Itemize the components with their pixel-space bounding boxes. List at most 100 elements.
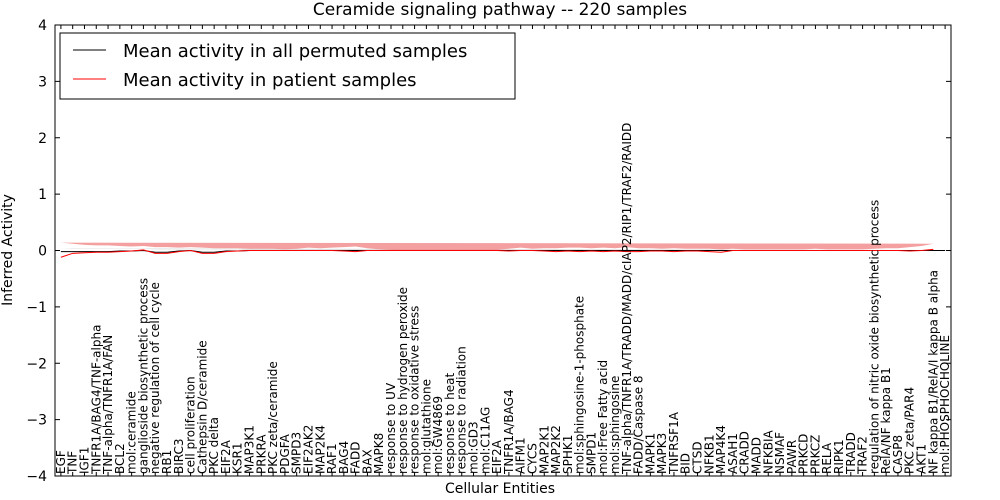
- x-tick-label: response to oxidative stress: [408, 306, 422, 474]
- x-tick-label: MAP4K4: [714, 425, 728, 474]
- x-tick-label: MAPK8: [372, 433, 386, 474]
- x-tick-label: response to heat: [443, 372, 457, 474]
- x-tick-label: regulation of nitric oxide biosynthetic …: [867, 200, 881, 474]
- x-tick-label: TRAF2: [856, 436, 870, 475]
- y-tick-label: −2: [26, 356, 47, 372]
- x-tick-labels: EGFTNFIGF1TNFR1A/BAG4/TNF-alphaTNF-alpha…: [54, 123, 952, 475]
- x-tick-label: Cathepsin D/ceramide: [195, 340, 209, 474]
- x-tick-label: response to radiation: [455, 346, 469, 474]
- y-tick-label: 3: [38, 74, 47, 90]
- x-tick-label: TNFR1A/BAG4/TNF-alpha: [89, 325, 103, 475]
- y-tick-label: −4: [26, 469, 47, 485]
- x-tick-label: PRKRA: [254, 434, 268, 474]
- x-tick-label: NSMAF: [773, 432, 787, 474]
- legend: Mean activity in all permuted samples Me…: [59, 32, 516, 100]
- x-tick-label: mol:GW4869: [431, 396, 445, 474]
- y-tick-label: 0: [38, 244, 47, 260]
- legend-label-patient: Mean activity in patient samples: [123, 70, 417, 91]
- x-tick-label: RelA/NF kappa B1: [879, 367, 893, 474]
- x-axis-label: Cellular Entities: [445, 481, 555, 497]
- x-tick-label: TNFR1A/BAG4: [502, 389, 516, 475]
- x-tick-label: MAPK1: [643, 433, 657, 474]
- x-tick-label: PAWR: [785, 440, 799, 474]
- x-tick-label: response to hydrogen peroxide: [396, 287, 410, 474]
- x-tick-label: mol:glutathione: [419, 379, 433, 474]
- y-tick-label: 4: [38, 18, 47, 34]
- x-tick-label: MADD: [749, 437, 763, 474]
- x-tick-label: CTSD: [691, 441, 705, 474]
- line-patient: [60, 248, 934, 258]
- x-tick-label: mol:sphingosine: [608, 376, 622, 474]
- x-tick-label: RB1: [160, 450, 174, 474]
- x-tick-label: MAP2K2: [549, 425, 563, 474]
- x-tick-label: TNF-alpha/TNFR1A/TRADD/MADD/cIAP2/RIP1/T…: [620, 123, 634, 475]
- y-axis-ticks: −4 −3 −2 −1 0 1 2 3 4: [26, 18, 951, 485]
- x-tick-label: SPHK1: [561, 435, 575, 474]
- x-tick-label: IGF1: [77, 447, 91, 474]
- x-tick-label: MAP2K4: [313, 425, 327, 474]
- x-tick-label: CRADD: [738, 431, 752, 474]
- confidence-bands: [60, 242, 934, 250]
- x-tick-label: FADD/Caspase 8: [632, 375, 646, 474]
- x-tick-label: BCL2: [113, 443, 127, 474]
- legend-label-permuted: Mean activity in all permuted samples: [123, 41, 467, 62]
- x-tick-label: ASAH1: [726, 433, 740, 474]
- x-tick-label: NF kappa B1/RelA/I kappa B alpha: [926, 270, 940, 474]
- x-tick-label: RAF1: [325, 443, 339, 474]
- series-lines: [60, 248, 946, 258]
- x-tick-label: NFKBIA: [761, 429, 775, 474]
- x-tick-label: FADD: [349, 442, 363, 475]
- x-tick-label: mol:GD3: [467, 421, 481, 474]
- x-tick-label: AIFM1: [514, 437, 528, 474]
- x-tick-label: BAX: [360, 449, 374, 474]
- x-tick-label: TNF: [66, 451, 80, 475]
- x-tick-label: EGF: [54, 450, 68, 474]
- y-tick-label: 2: [38, 131, 47, 147]
- x-tick-label: SMPD1: [584, 432, 598, 474]
- x-tick-label: RELA: [820, 442, 834, 474]
- x-tick-label: TNF-alpha/TNFR1A/FAN: [101, 335, 115, 475]
- x-tick-label: RIPK1: [832, 439, 846, 474]
- x-tick-label: MAPK3: [655, 433, 669, 474]
- x-tick-label: mol:Free Fatty acid: [596, 360, 610, 474]
- x-tick-label: PRKCZ: [808, 435, 822, 474]
- x-tick-label: mol:C11AG: [478, 407, 492, 474]
- x-tick-label: PKC zeta/ceramide: [266, 361, 280, 474]
- x-axis-ticks: [60, 25, 946, 476]
- chart-title: Ceramide signaling pathway -- 220 sample…: [313, 0, 687, 20]
- x-tick-label: TRADD: [844, 432, 858, 475]
- x-tick-label: AKT1: [915, 444, 929, 474]
- x-tick-label: PKC zeta/PAR4: [903, 387, 917, 474]
- x-tick-label: mol:ceramide: [125, 391, 139, 474]
- x-tick-label: CYCS: [525, 443, 539, 474]
- x-tick-label: ganglioside biosynthetic process: [136, 278, 150, 474]
- x-tick-label: EIF2AK2: [301, 425, 315, 474]
- x-tick-label: negative regulation of cell cycle: [148, 282, 162, 474]
- x-tick-label: cell proliferation: [184, 376, 198, 474]
- x-tick-label: PRKCD: [797, 434, 811, 474]
- y-tick-label: −1: [26, 300, 47, 316]
- x-tick-label: MAP2K1: [537, 425, 551, 474]
- x-tick-label: TNFRSF1A: [667, 411, 681, 475]
- x-tick-label: EIF2A: [219, 439, 233, 474]
- x-tick-label: SMPD3: [290, 432, 304, 474]
- x-tick-label: response to UV: [384, 382, 398, 474]
- y-tick-label: 1: [38, 187, 47, 203]
- x-tick-label: BAG4: [337, 441, 351, 474]
- x-tick-label: NFKB1: [702, 434, 716, 474]
- x-tick-label: MAP3K1: [243, 425, 257, 474]
- y-tick-label: −3: [26, 413, 47, 429]
- x-tick-label: KSR1: [231, 443, 245, 474]
- x-tick-label: BIRC3: [172, 438, 186, 474]
- y-axis-label: Inferred Activity: [0, 194, 16, 306]
- x-tick-label: mol:PHOSPHOCHOLINE: [938, 335, 952, 474]
- x-tick-label: mol:sphingosine-1-phosphate: [573, 296, 587, 474]
- x-tick-label: BID: [679, 453, 693, 474]
- x-tick-label: CASP8: [891, 435, 905, 474]
- x-tick-label: PDGFA: [278, 433, 292, 474]
- x-tick-label: PKC delta: [207, 417, 221, 474]
- legend-box: [59, 32, 516, 100]
- x-tick-label: EIF2A: [490, 439, 504, 474]
- band-patient: [60, 242, 934, 250]
